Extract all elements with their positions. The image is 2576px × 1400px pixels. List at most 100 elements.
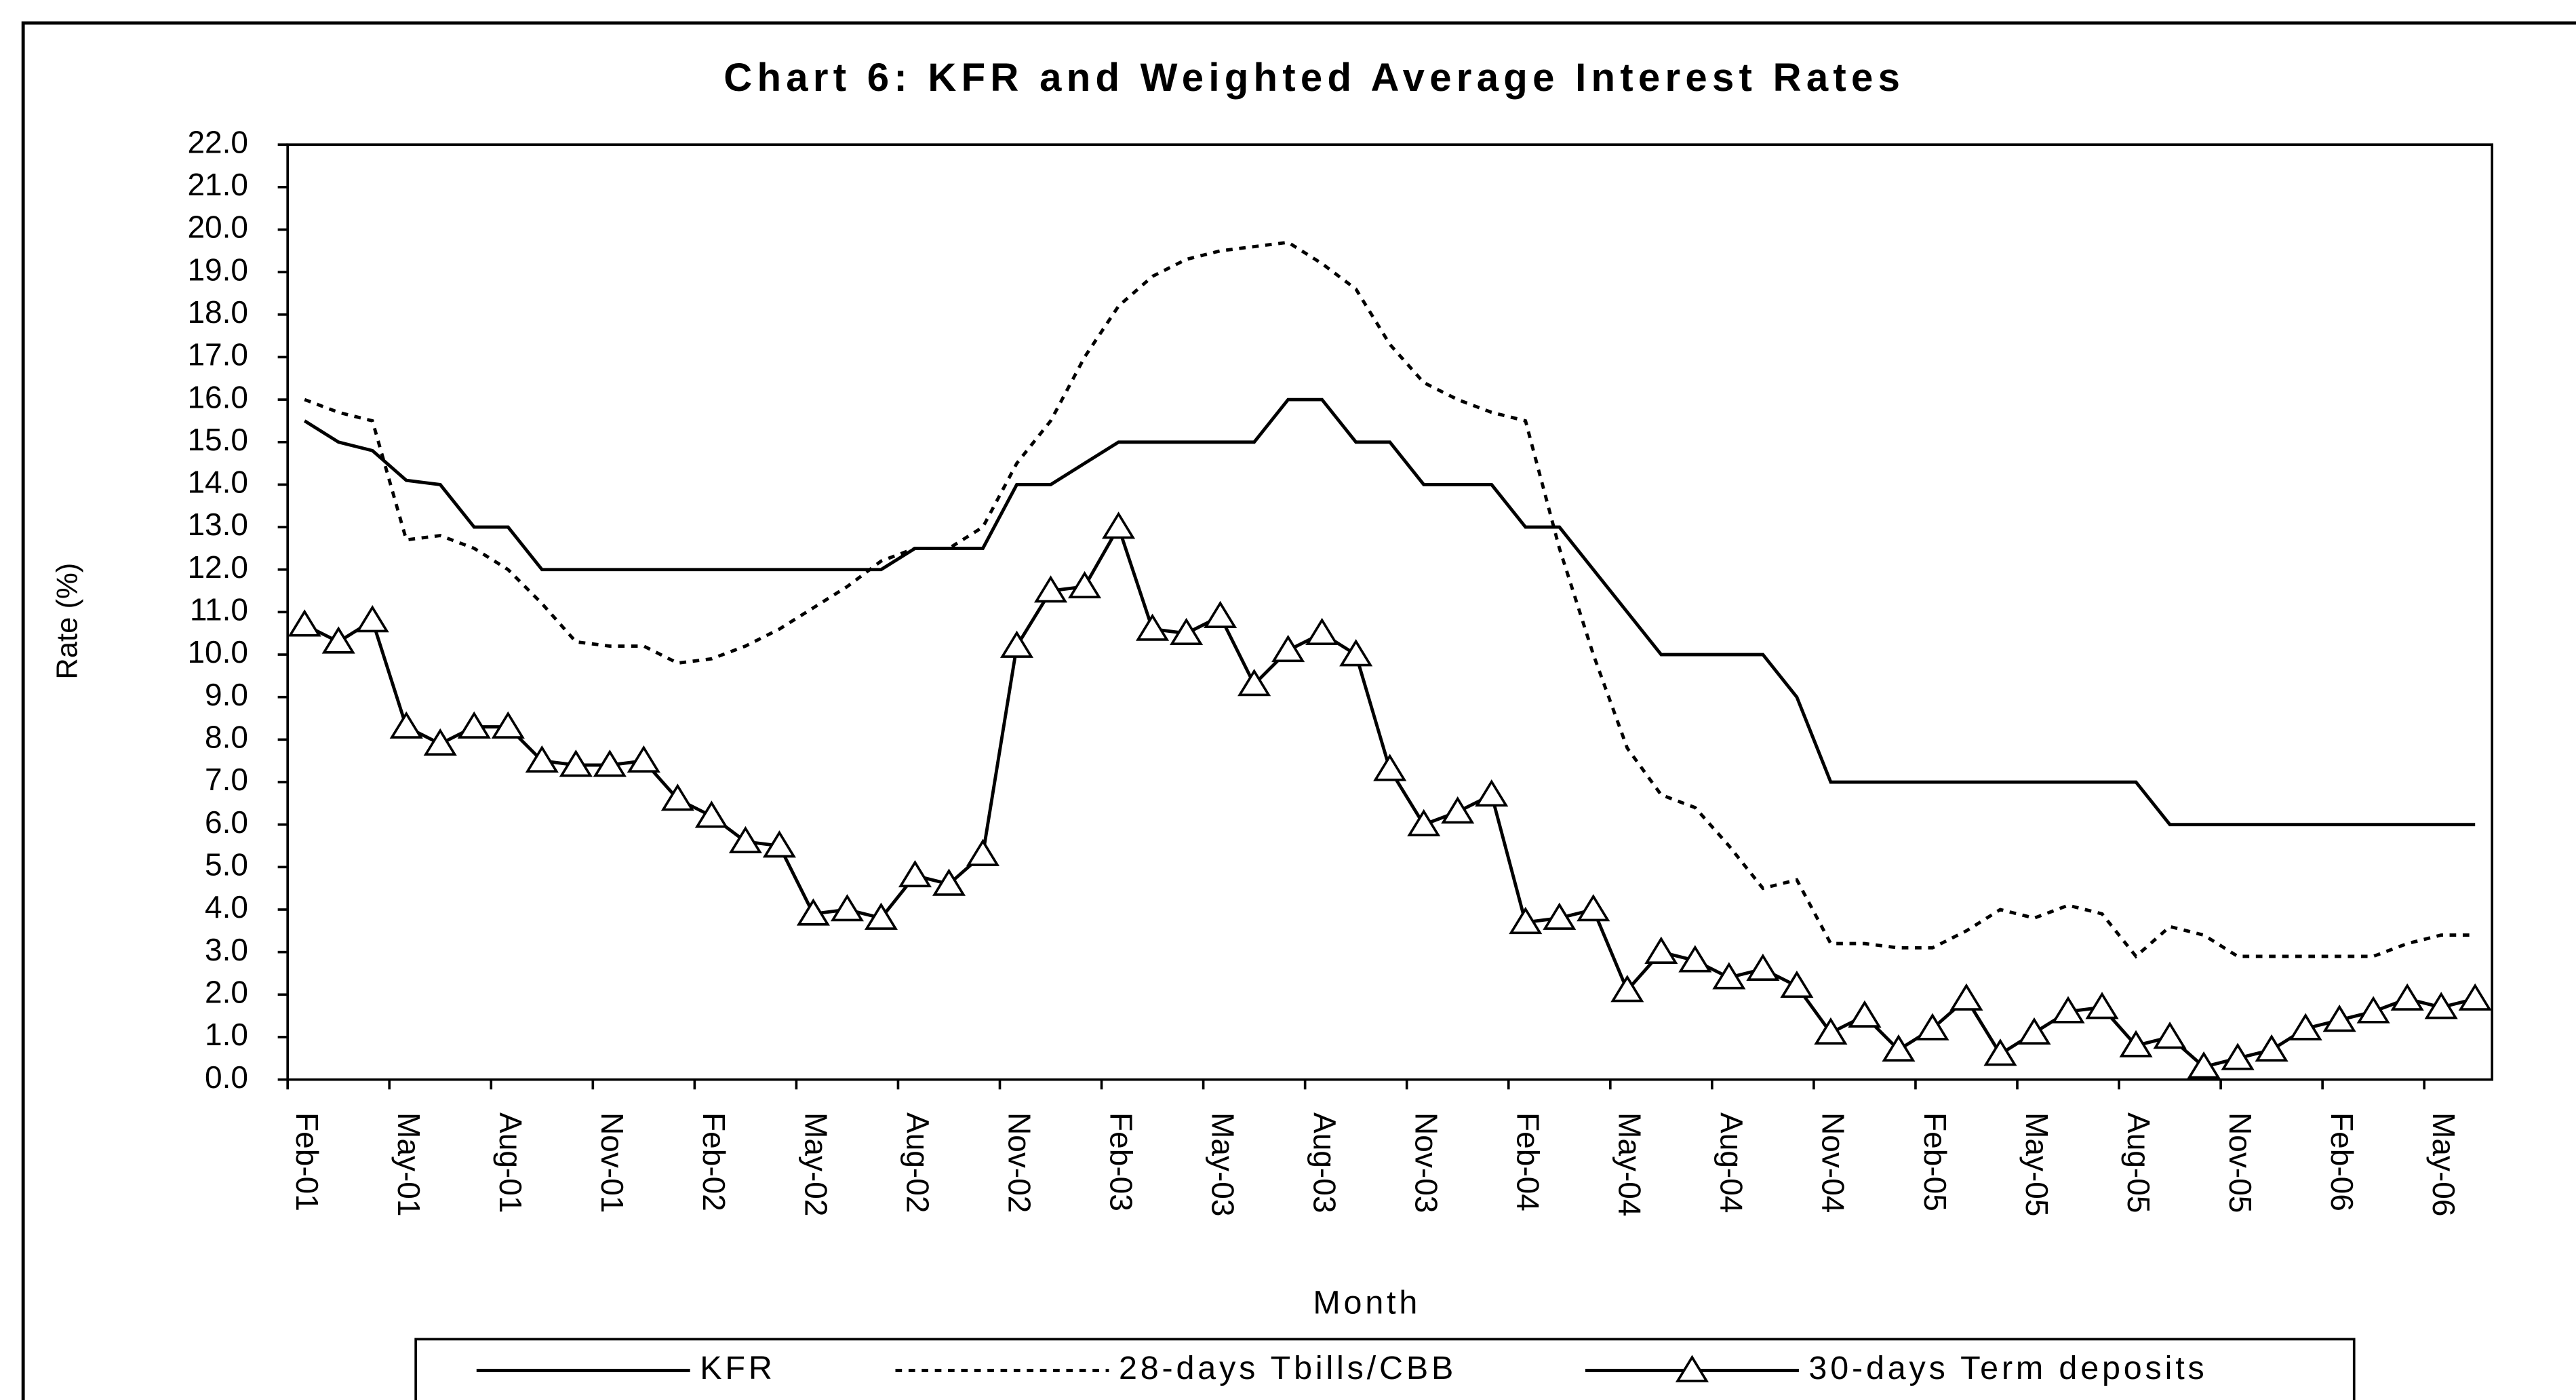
x-tick-label: Nov-02: [1002, 1112, 1037, 1213]
legend-box: [414, 1338, 2356, 1400]
x-tick-label: May-04: [1612, 1112, 1648, 1216]
plot-frame: [286, 143, 2494, 1081]
x-tick-label: Feb-01: [290, 1112, 325, 1211]
x-tick-label: Aug-02: [900, 1112, 935, 1213]
data-point: [2458, 983, 2492, 1011]
series-line: [303, 397, 2476, 827]
legend-label: 30-days Term deposits: [1808, 1350, 2207, 1386]
data-point: [423, 728, 457, 756]
data-point: [1237, 669, 1271, 697]
data-point: [1882, 1034, 1916, 1062]
y-tick-label: 17.0: [187, 337, 248, 372]
y-tick-label: 18.0: [187, 294, 248, 330]
x-tick-label: Feb-03: [1103, 1112, 1138, 1211]
y-tick-label: 15.0: [187, 422, 248, 457]
x-tick-label: May-02: [798, 1112, 833, 1216]
x-tick-label: Feb-02: [696, 1112, 732, 1211]
data-point: [898, 859, 932, 888]
y-tick-label: 7.0: [205, 762, 248, 797]
data-point: [1407, 809, 1441, 836]
x-tick-label: Aug-01: [493, 1112, 528, 1213]
data-point: [1610, 975, 1644, 1003]
y-tick-label: 19.0: [187, 252, 248, 287]
data-point: [1543, 902, 1577, 930]
data-point: [1033, 575, 1068, 603]
data-point: [1678, 945, 1712, 973]
data-point: [830, 894, 864, 922]
chart-title: Chart 6: KFR and Weighted Average Intere…: [724, 56, 1905, 100]
x-tick-label: Aug-03: [1307, 1112, 1343, 1213]
data-point: [1271, 634, 1305, 663]
y-tick-label: 9.0: [205, 677, 248, 712]
data-point: [1102, 511, 1136, 539]
data-point: [2119, 1030, 2153, 1057]
y-tick-label: 3.0: [205, 932, 248, 967]
data-point: [762, 830, 796, 858]
data-point: [1305, 617, 1339, 646]
x-tick-label: May-06: [2426, 1112, 2461, 1216]
data-point: [999, 630, 1034, 658]
data-point: [966, 838, 1000, 866]
data-point: [1780, 970, 1814, 998]
y-tick-label: 10.0: [187, 634, 248, 669]
y-tick-label: 16.0: [187, 379, 248, 414]
x-tick-label: May-05: [2019, 1112, 2055, 1216]
y-tick-label: 2.0: [205, 974, 248, 1009]
x-tick-label: Nov-04: [1816, 1112, 1851, 1213]
data-point: [2390, 983, 2424, 1011]
legend-label: KFR: [700, 1350, 775, 1386]
data-point: [1577, 894, 1610, 922]
data-point: [2051, 996, 2085, 1024]
y-tick-label: 4.0: [205, 889, 248, 925]
y-tick-label: 13.0: [187, 507, 248, 542]
y-tick-label: 6.0: [205, 804, 248, 840]
data-point: [2288, 1013, 2322, 1041]
x-tick-label: Aug-04: [1714, 1112, 1749, 1213]
data-point: [864, 902, 898, 930]
data-point: [525, 745, 559, 773]
data-point: [2221, 1043, 2255, 1070]
y-tick-label: 11.0: [190, 592, 248, 627]
data-point: [321, 626, 355, 654]
x-tick-label: Aug-05: [2121, 1112, 2156, 1213]
y-tick-label: 12.0: [187, 549, 248, 585]
data-point: [559, 750, 593, 777]
x-tick-label: Nov-03: [1409, 1112, 1444, 1213]
data-point: [1916, 1013, 1949, 1041]
data-point: [1814, 1017, 1848, 1045]
data-point: [2085, 992, 2119, 1019]
x-tick-label: Feb-05: [1918, 1112, 1953, 1211]
data-point: [1949, 983, 1983, 1011]
data-point: [627, 745, 660, 773]
x-tick-label: May-01: [391, 1112, 427, 1216]
data-point: [1712, 962, 1746, 990]
data-point: [1475, 779, 1509, 807]
data-point: [1848, 1000, 1882, 1028]
data-point: [1204, 600, 1237, 628]
data-point: [355, 605, 389, 633]
data-point: [457, 711, 491, 739]
data-point: [288, 609, 321, 637]
data-point: [2424, 992, 2458, 1019]
data-point: [2356, 996, 2390, 1024]
y-tick-label: 21.0: [187, 167, 248, 202]
x-tick-label: Nov-01: [595, 1112, 630, 1213]
data-point: [593, 750, 627, 777]
data-point: [1983, 1038, 2017, 1066]
legend-marker: [1675, 1355, 1709, 1382]
legend-label: 28-days Tbills/CBB: [1119, 1350, 1457, 1386]
y-tick-label: 8.0: [205, 720, 248, 755]
x-tick-label: Feb-06: [2324, 1112, 2360, 1211]
data-point: [2322, 1005, 2356, 1032]
data-point: [1441, 796, 1475, 824]
data-point: [1067, 570, 1102, 599]
data-point: [1170, 617, 1204, 646]
data-point: [1746, 953, 1780, 981]
data-point: [796, 898, 830, 926]
x-axis-title: Month: [1313, 1284, 1421, 1321]
data-point: [694, 800, 728, 828]
data-point: [491, 711, 525, 739]
x-tick-label: May-03: [1205, 1112, 1240, 1216]
data-point: [2153, 1022, 2187, 1049]
